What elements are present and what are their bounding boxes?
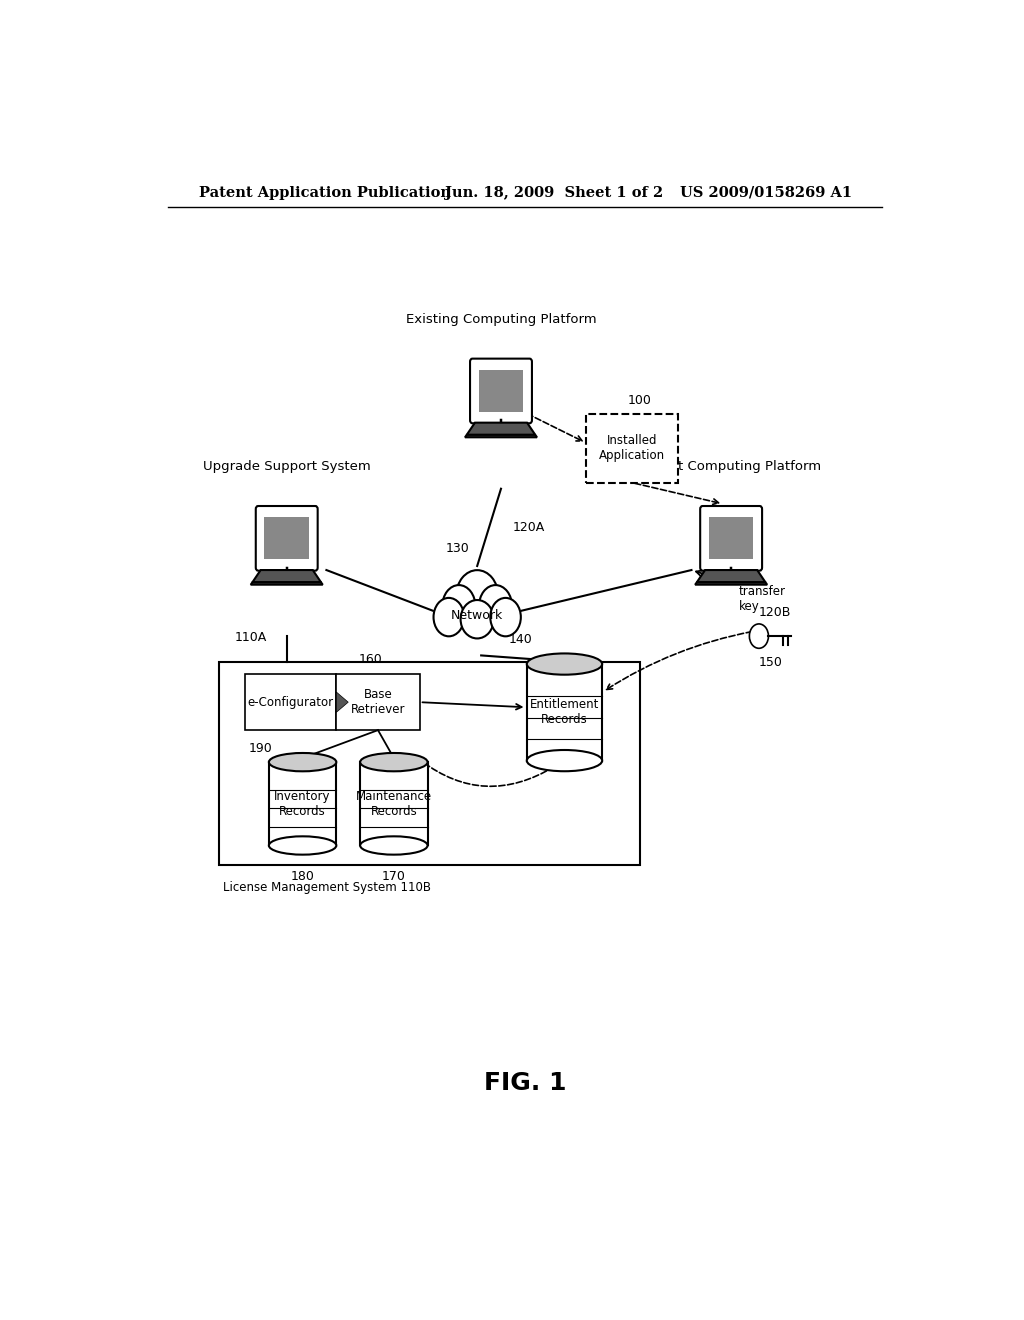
- FancyBboxPatch shape: [700, 506, 762, 570]
- Ellipse shape: [490, 598, 521, 636]
- Polygon shape: [253, 570, 321, 582]
- FancyBboxPatch shape: [470, 359, 531, 424]
- FancyBboxPatch shape: [478, 370, 523, 412]
- Polygon shape: [467, 422, 536, 434]
- Polygon shape: [251, 582, 323, 585]
- Ellipse shape: [526, 653, 602, 675]
- Text: transfer
key: transfer key: [739, 585, 786, 614]
- Text: Entitlement
Records: Entitlement Records: [529, 698, 599, 726]
- Ellipse shape: [360, 752, 428, 771]
- Text: Existing Computing Platform: Existing Computing Platform: [406, 313, 596, 326]
- Ellipse shape: [442, 585, 475, 628]
- Text: Maintenance
Records: Maintenance Records: [355, 789, 432, 818]
- Text: Patent Application Publication: Patent Application Publication: [200, 186, 452, 199]
- FancyBboxPatch shape: [587, 413, 678, 483]
- Text: Base
Retriever: Base Retriever: [351, 688, 406, 717]
- Text: Inventory
Records: Inventory Records: [274, 789, 331, 818]
- Ellipse shape: [360, 837, 428, 854]
- Ellipse shape: [479, 585, 512, 628]
- Text: 150: 150: [759, 656, 782, 669]
- FancyBboxPatch shape: [256, 506, 317, 570]
- Text: 120A: 120A: [513, 521, 545, 533]
- Text: Installed
Application: Installed Application: [599, 434, 665, 462]
- Bar: [269, 762, 336, 846]
- Text: 130: 130: [445, 541, 469, 554]
- Ellipse shape: [433, 598, 464, 636]
- Bar: [526, 664, 602, 760]
- Text: Network: Network: [451, 610, 504, 622]
- Text: 100: 100: [628, 395, 652, 408]
- Ellipse shape: [526, 750, 602, 771]
- Ellipse shape: [269, 837, 336, 854]
- Circle shape: [750, 624, 768, 648]
- Text: 170: 170: [382, 870, 406, 883]
- Text: US 2009/0158269 A1: US 2009/0158269 A1: [680, 186, 852, 199]
- Text: e-Configurator: e-Configurator: [248, 696, 334, 709]
- Text: 140: 140: [509, 634, 532, 647]
- FancyBboxPatch shape: [245, 675, 336, 730]
- Ellipse shape: [461, 601, 494, 639]
- Text: 190: 190: [249, 742, 272, 755]
- Text: FIG. 1: FIG. 1: [483, 1072, 566, 1096]
- Text: 180: 180: [291, 870, 314, 883]
- Bar: [360, 762, 428, 846]
- Text: Upgrade Support System: Upgrade Support System: [203, 461, 371, 474]
- FancyBboxPatch shape: [336, 675, 420, 730]
- Polygon shape: [695, 582, 767, 585]
- Text: 160: 160: [358, 653, 382, 667]
- Text: 110A: 110A: [234, 631, 267, 644]
- Polygon shape: [465, 434, 537, 437]
- FancyBboxPatch shape: [709, 517, 754, 560]
- Polygon shape: [697, 570, 765, 582]
- Text: Jun. 18, 2009  Sheet 1 of 2: Jun. 18, 2009 Sheet 1 of 2: [445, 186, 664, 199]
- FancyBboxPatch shape: [219, 661, 640, 865]
- Ellipse shape: [457, 570, 498, 622]
- Text: Target Computing Platform: Target Computing Platform: [642, 461, 820, 474]
- FancyBboxPatch shape: [264, 517, 309, 560]
- Text: License Management System 110B: License Management System 110B: [223, 880, 431, 894]
- Polygon shape: [336, 692, 348, 713]
- Ellipse shape: [269, 752, 336, 771]
- Text: 120B: 120B: [759, 606, 792, 619]
